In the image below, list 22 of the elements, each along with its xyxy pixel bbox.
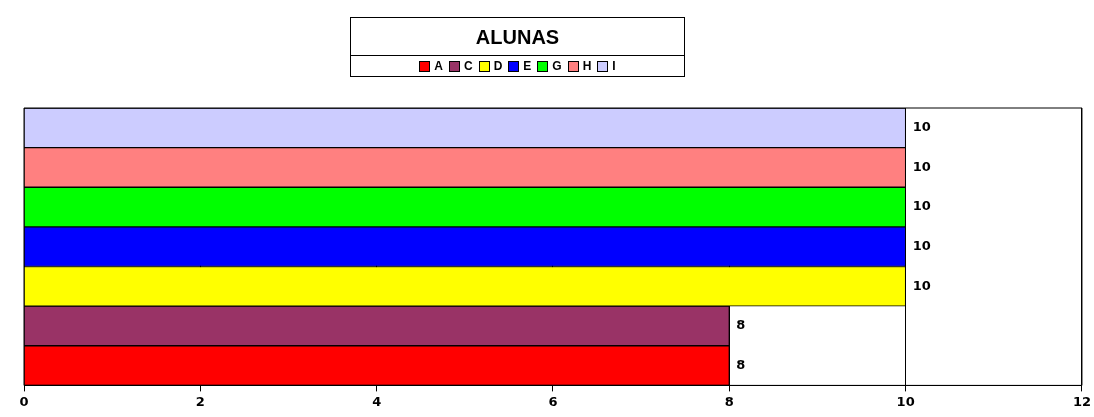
legend-label: G <box>552 59 562 73</box>
legend-label: D <box>493 59 503 73</box>
data-label: 10 <box>912 277 931 293</box>
legend-label: A <box>434 59 443 73</box>
x-tick-label: 6 <box>548 393 558 409</box>
legend-label: C <box>463 59 473 73</box>
x-tick-label: 8 <box>724 393 734 409</box>
legend-label: H <box>582 59 592 73</box>
x-tick-label: 2 <box>195 393 205 409</box>
data-label: 10 <box>912 158 931 174</box>
chart-title: ALUNAS <box>351 18 684 56</box>
legend-label: E <box>523 59 532 73</box>
x-tick-label: 10 <box>896 393 915 409</box>
x-tick-label: 0 <box>19 393 29 409</box>
data-label: 8 <box>736 356 746 372</box>
data-label: 10 <box>912 238 931 254</box>
data-label: 10 <box>912 198 931 214</box>
data-label: 8 <box>736 317 746 333</box>
x-tick-label: 12 <box>1072 393 1091 409</box>
legend-label: I <box>612 59 616 73</box>
data-label: 10 <box>912 119 931 135</box>
x-tick-label: 4 <box>372 393 382 409</box>
